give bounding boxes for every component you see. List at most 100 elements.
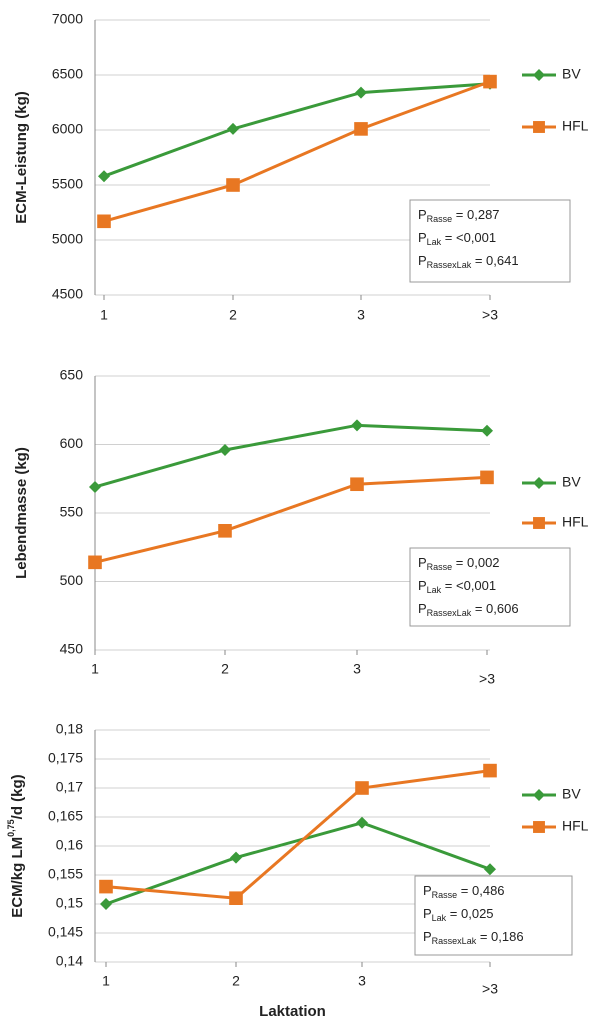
legend-label: BV	[562, 786, 581, 802]
annotation-line: PRassexLak = 0,606	[418, 601, 519, 618]
legend-marker	[533, 821, 545, 833]
data-point	[356, 816, 368, 829]
annotation-sub: Lak	[427, 237, 442, 247]
annotation-line: PRassexLak = 0,641	[418, 253, 519, 270]
y-tick-label: 0,175	[48, 750, 83, 766]
data-point	[480, 470, 494, 485]
data-point	[97, 214, 111, 229]
data-point	[230, 851, 242, 864]
y-label-rest: /d (kg)	[9, 774, 26, 819]
annotation-value: = 0,486	[457, 883, 504, 898]
data-point	[100, 898, 112, 910]
series-line	[103, 82, 491, 178]
x-tick-label: 3	[358, 973, 366, 989]
y-tick-label: 6000	[52, 121, 83, 137]
y-tick-label: 450	[60, 641, 84, 657]
series-line	[105, 769, 491, 900]
x-tick-label: >3	[482, 981, 498, 997]
annotation-p: P	[423, 906, 432, 921]
annotation-line: PLak = <0,001	[418, 230, 496, 247]
annotation-line: PRasse = 0,287	[418, 207, 500, 224]
annotation-value: = <0,001	[441, 230, 496, 245]
data-point	[351, 419, 363, 432]
y-tick-label: 6500	[52, 66, 83, 82]
x-axis-label: Laktation	[259, 1003, 326, 1020]
legend-marker	[533, 789, 545, 801]
annotation-sub: Rasse	[432, 890, 458, 900]
data-point	[99, 879, 113, 894]
annotation-value: = 0,002	[452, 555, 499, 570]
annotation-p: P	[418, 230, 427, 245]
legend-marker	[533, 69, 545, 81]
data-point	[355, 781, 369, 795]
y-axis-label: ECM-Leistung (kg)	[13, 91, 30, 224]
data-point	[229, 891, 243, 905]
annotation-p: P	[418, 207, 427, 222]
annotation-line: PLak = <0,001	[418, 578, 496, 595]
annotation-p: P	[423, 883, 432, 898]
annotation-sub: RassexLak	[427, 608, 472, 618]
annotation-value: = 0,025	[446, 906, 493, 921]
legend-label: HFL	[562, 514, 589, 530]
annotation-p: P	[418, 578, 427, 593]
series-line	[94, 423, 488, 489]
x-tick-label: 3	[353, 661, 361, 677]
data-point	[484, 863, 496, 876]
legend-label: BV	[562, 474, 581, 490]
x-tick-label: >3	[482, 307, 498, 323]
y-tick-label: 650	[60, 367, 84, 383]
annotation-line: PRasse = 0,002	[418, 555, 500, 572]
x-tick-label: 1	[102, 973, 110, 989]
y-tick-label: 0,15	[56, 895, 83, 911]
data-point	[355, 86, 367, 99]
y-tick-label: 0,16	[56, 837, 83, 853]
legend-marker	[533, 517, 545, 529]
annotation-value: = <0,001	[441, 578, 496, 593]
y-tick-label: 500	[60, 572, 84, 588]
annotation-p: P	[418, 253, 427, 268]
data-point	[218, 524, 232, 538]
y-tick-label: 7000	[52, 11, 83, 27]
annotation-line: PLak = 0,025	[423, 906, 494, 923]
x-tick-label: 3	[357, 307, 365, 323]
annotation-p: P	[423, 929, 432, 944]
data-point	[219, 443, 231, 456]
y-tick-label: 0,18	[56, 721, 83, 737]
annotation-p: P	[418, 601, 427, 616]
annotation-sub: Lak	[427, 585, 442, 595]
data-point	[89, 480, 101, 493]
y-axis-label: ECM/kg LM0,75/d (kg)	[6, 774, 26, 917]
annotation-value: = 0,287	[452, 207, 499, 222]
y-label-sup: 0,75	[6, 819, 16, 837]
y-tick-label: 0,145	[48, 924, 83, 940]
y-tick-label: 550	[60, 504, 84, 520]
annotation-sub: Rasse	[427, 562, 453, 572]
series-line	[103, 80, 491, 223]
data-point	[481, 424, 493, 437]
annotation-sub: RassexLak	[432, 936, 477, 946]
data-point	[98, 170, 110, 183]
annotation-box	[409, 547, 571, 627]
annotation-value: = 0,186	[476, 929, 523, 944]
legend-label: BV	[562, 66, 581, 82]
y-tick-label: 0,155	[48, 866, 83, 882]
annotation-line: PRassexLak = 0,186	[423, 929, 524, 946]
annotation-value: = 0,606	[471, 601, 518, 616]
legend-label: HFL	[562, 818, 589, 834]
x-tick-label: 2	[221, 661, 229, 677]
data-point	[227, 122, 239, 135]
y-tick-label: 0,14	[56, 953, 83, 969]
annotation-line: PRasse = 0,486	[423, 883, 505, 900]
data-point	[354, 122, 368, 136]
x-tick-label: 2	[229, 307, 237, 323]
y-tick-label: 4500	[52, 286, 83, 302]
y-label-text: ECM/kg LM	[9, 837, 26, 918]
annotation-sub: RassexLak	[427, 260, 472, 270]
y-axis-label: Lebendmasse (kg)	[13, 447, 30, 579]
y-tick-label: 0,165	[48, 808, 83, 824]
annotation-sub: Lak	[432, 913, 447, 923]
x-tick-label: 2	[232, 973, 240, 989]
annotation-box	[409, 199, 571, 283]
annotation-p: P	[418, 555, 427, 570]
